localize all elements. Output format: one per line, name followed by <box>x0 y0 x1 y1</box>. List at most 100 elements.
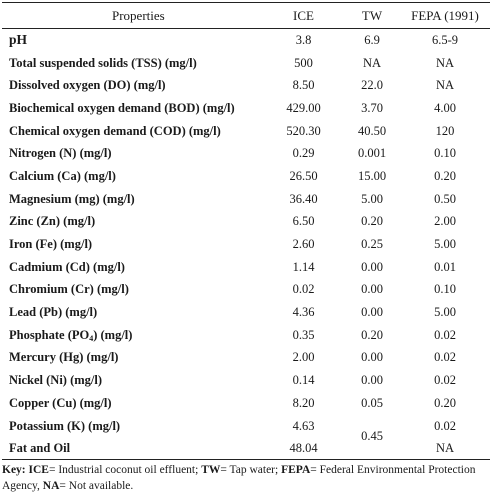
row-tw: 0.20 <box>361 214 383 229</box>
table-row: Cadmium (Cd) (mg/l) 1.14 0.00 0.01 <box>2 256 490 279</box>
row-ice: 500 <box>294 55 313 70</box>
row-property-subscript: 4 <box>89 333 94 343</box>
row-ice: 6.50 <box>292 214 315 229</box>
row-fepa: 5.00 <box>434 237 456 252</box>
row-fepa: NA <box>435 55 455 70</box>
row-ice: 3.8 <box>295 32 312 47</box>
header-properties: Properties <box>2 2 263 29</box>
row-property: Biochemical oxygen demand (BOD) (mg/l) <box>9 100 235 115</box>
potassium-fepa: 0.02 <box>434 418 456 433</box>
table-header: Properties ICE TW FEPA (1991) <box>2 2 490 29</box>
table-row: Total suspended solids (TSS) (mg/l) 500 … <box>2 52 490 75</box>
row-tw: 0.00 <box>361 373 383 388</box>
row-ice: 0.02 <box>292 282 315 297</box>
fepa-definition: = Federal Environmental Protection Agenc… <box>2 464 476 492</box>
row-ice: 429.00 <box>286 100 321 115</box>
row-tw: 6.9 <box>364 32 380 47</box>
na-definition: = Not available. <box>59 480 134 492</box>
row-property: Total suspended solids (TSS) (mg/l) <box>9 55 197 70</box>
row-tw: 0.20 <box>361 327 383 342</box>
row-property: Zinc (Zn) (mg/l) <box>9 214 96 229</box>
fat-oil-ice: 48.04 <box>289 440 318 455</box>
row-property: Dissolved oxygen (DO) (mg/l) <box>9 78 166 93</box>
row-tw: 22.0 <box>361 78 383 93</box>
row-fepa-pair: 0.02 NA <box>400 414 490 460</box>
table-row: Chromium (Cr) (mg/l) 0.02 0.00 0.10 <box>2 279 490 302</box>
row-ice: 26.50 <box>289 168 318 183</box>
row-fepa: NA <box>435 78 455 93</box>
header-tw: TW <box>344 2 400 29</box>
table-row: Chemical oxygen demand (COD) (mg/l) 520.… <box>2 120 490 143</box>
row-ice: 4.36 <box>292 305 315 320</box>
table-row: Calcium (Ca) (mg/l) 26.50 15.00 0.20 <box>2 165 490 188</box>
row-tw: 0.00 <box>361 305 383 320</box>
table-row: Zinc (Zn) (mg/l) 6.50 0.20 2.00 <box>2 211 490 234</box>
row-fepa: 120 <box>435 123 455 138</box>
row-tw: 5.00 <box>361 191 383 206</box>
table-row: Lead (Pb) (mg/l) 4.36 0.00 5.00 <box>2 301 490 324</box>
table-row: Phosphate (PO4) (mg/l) 0.35 0.20 0.02 <box>2 324 490 347</box>
row-property: Phosphate (PO4) (mg/l) <box>2 324 263 347</box>
row-tw: 0.00 <box>361 282 383 297</box>
row-tw: 40.50 <box>357 123 387 138</box>
fepa-abbr: FEPA <box>281 464 311 476</box>
row-ice: 0.14 <box>292 373 315 388</box>
row-ice: 520.30 <box>286 123 321 138</box>
row-ice: 2.60 <box>292 237 315 252</box>
row-property: Iron (Fe) (mg/l) <box>9 237 93 252</box>
row-fepa: 0.10 <box>434 146 456 161</box>
header-fepa: FEPA (1991) <box>400 2 490 29</box>
row-tw: 15.00 <box>357 168 387 183</box>
row-tw: 0.001 <box>357 146 387 161</box>
row-ice: 0.35 <box>292 327 315 342</box>
row-property: Nickel (Ni) (mg/l) <box>9 373 103 388</box>
row-property-pair: Potassium (K) (mg/l) Fat and Oil <box>2 414 263 460</box>
ice-definition: = Industrial coconut oil effluent; <box>48 464 202 476</box>
row-fepa: 2.00 <box>434 214 456 229</box>
row-tw: NA <box>362 55 382 70</box>
row-fepa: 0.02 <box>434 350 456 365</box>
na-abbr: NA <box>42 480 60 492</box>
table-row: pH 3.8 6.9 6.5-9 <box>2 29 490 52</box>
row-tw: 0.00 <box>361 259 383 274</box>
row-ice: 0.29 <box>292 146 315 161</box>
row-ice: 2.00 <box>292 350 315 365</box>
ice-abbr: ICE <box>28 464 49 476</box>
fat-oil-label: Fat and Oil <box>9 440 71 455</box>
header-row: Properties ICE TW FEPA (1991) <box>2 2 490 29</box>
row-fepa: 5.00 <box>434 305 456 320</box>
effluent-properties-table: Properties ICE TW FEPA (1991) pH 3.8 6.9… <box>2 2 490 460</box>
row-property-prefix: Phosphate (PO <box>9 327 90 342</box>
tw-abbr: TW <box>201 464 221 476</box>
effluent-properties-table-container: Properties ICE TW FEPA (1991) pH 3.8 6.9… <box>2 2 490 460</box>
table-row: Copper (Cu) (mg/l) 8.20 0.05 0.20 <box>2 392 490 415</box>
merged-tw-cell: 0.45 <box>344 414 400 460</box>
row-ice: 1.14 <box>292 259 315 274</box>
table-row: Mercury (Hg) (mg/l) 2.00 0.00 0.02 <box>2 347 490 370</box>
row-ice: 8.50 <box>292 78 315 93</box>
row-property: Calcium (Ca) (mg/l) <box>9 168 116 183</box>
table-body: pH 3.8 6.9 6.5-9 Total suspended solids … <box>2 29 490 460</box>
row-tw: 0.25 <box>361 237 383 252</box>
row-property: Chromium (Cr) (mg/l) <box>9 282 129 297</box>
table-row: Nitrogen (N) (mg/l) 0.29 0.001 0.10 <box>2 142 490 165</box>
row-fepa: 0.10 <box>434 282 456 297</box>
table-row: Magnesium (mg) (mg/l) 36.40 5.00 0.50 <box>2 188 490 211</box>
row-property-suffix: ) (mg/l) <box>93 327 133 342</box>
table-row: Dissolved oxygen (DO) (mg/l) 8.50 22.0 N… <box>2 74 490 97</box>
row-fepa: 4.00 <box>434 100 456 115</box>
row-tw: 3.70 <box>361 100 383 115</box>
row-ice: 8.20 <box>292 395 315 410</box>
row-property: Copper (Cu) (mg/l) <box>9 395 112 410</box>
row-fepa: 0.01 <box>434 259 456 274</box>
table-row: Iron (Fe) (mg/l) 2.60 0.25 5.00 <box>2 233 490 256</box>
table-row: Nickel (Ni) (mg/l) 0.14 0.00 0.02 <box>2 369 490 392</box>
table-row: Biochemical oxygen demand (BOD) (mg/l) 4… <box>2 97 490 120</box>
row-property: Nitrogen (N) (mg/l) <box>9 146 112 161</box>
row-fepa: 0.20 <box>434 168 456 183</box>
table-footnote: Key: ICE= Industrial coconut oil effluen… <box>2 462 490 494</box>
row-property: Magnesium (mg) (mg/l) <box>9 191 135 206</box>
header-ice: ICE <box>263 2 344 29</box>
fat-oil-fepa: NA <box>435 440 455 455</box>
row-tw: 0.05 <box>361 395 383 410</box>
